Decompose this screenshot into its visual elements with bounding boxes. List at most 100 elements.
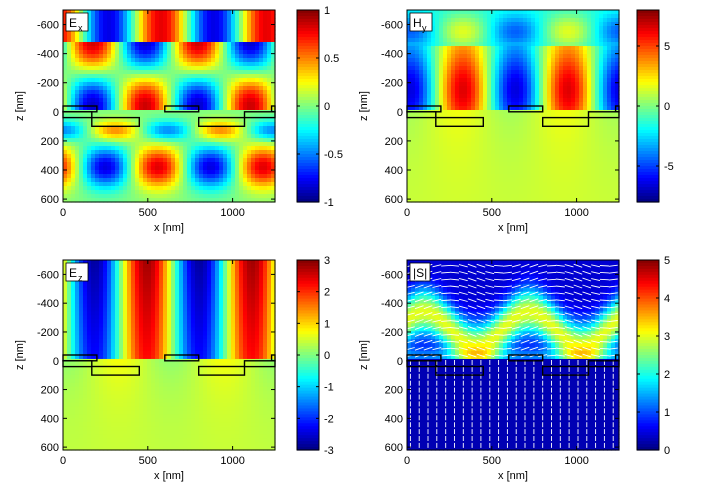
heatmap-cell [523, 26, 528, 31]
heatmap-cell [107, 78, 112, 83]
heatmap-cell [119, 94, 124, 99]
heatmap-cell [151, 186, 156, 191]
heatmap-cell [163, 166, 168, 171]
heatmap-cell [143, 186, 148, 191]
heatmap-cell [483, 70, 488, 75]
heatmap-cell [163, 78, 168, 83]
heatmap-cell [471, 174, 476, 179]
heatmap-cell [87, 190, 92, 195]
heatmap-cell [139, 74, 144, 79]
heatmap-cell [499, 166, 504, 171]
heatmap-cell [95, 198, 100, 203]
heatmap-cell [91, 114, 96, 119]
heatmap-cell [71, 70, 76, 75]
heatmap-cell [263, 150, 268, 155]
heatmap-cell [583, 110, 588, 115]
heatmap-cell [223, 162, 228, 167]
heatmap-cell [447, 26, 452, 31]
heatmap-cell [579, 146, 584, 151]
heatmap-cell [271, 18, 276, 23]
heatmap-cell [215, 126, 220, 131]
heatmap-cell [243, 78, 248, 83]
heatmap-cell [455, 50, 460, 55]
heatmap-cell [591, 58, 596, 63]
heatmap-cell [499, 110, 504, 115]
heatmap-cell [503, 110, 508, 115]
heatmap-cell [579, 186, 584, 191]
heatmap-cell [443, 62, 448, 67]
heatmap-cell [587, 150, 592, 155]
heatmap-cell [519, 166, 524, 171]
heatmap-cell [487, 110, 492, 115]
heatmap-cell [111, 114, 116, 119]
heatmap-cell [263, 118, 268, 123]
heatmap-cell [191, 118, 196, 123]
heatmap-cell [467, 26, 472, 31]
heatmap-cell [79, 102, 84, 107]
heatmap-cell [243, 46, 248, 51]
heatmap-cell [231, 134, 236, 139]
heatmap-cell [195, 194, 200, 199]
heatmap-cell [451, 26, 456, 31]
heatmap-cell [411, 130, 416, 135]
heatmap-cell [455, 58, 460, 63]
heatmap-cell [231, 78, 236, 83]
colorbar-tick-label: 0 [324, 101, 330, 113]
heatmap-cell [239, 22, 244, 27]
heatmap-cell [515, 86, 520, 91]
heatmap-cell [187, 78, 192, 83]
heatmap-cell [127, 142, 132, 147]
heatmap-cell [147, 170, 152, 175]
heatmap-cell [143, 170, 148, 175]
heatmap-cell [495, 170, 500, 175]
heatmap-cell [591, 134, 596, 139]
heatmap-cell [91, 90, 96, 95]
heatmap-cell [255, 190, 260, 195]
heatmap-cell [571, 110, 576, 115]
heatmap-cell [431, 158, 436, 163]
heatmap-cell [555, 182, 560, 187]
heatmap-cell [135, 50, 140, 55]
heatmap-cell [487, 186, 492, 191]
heatmap-cell [207, 138, 212, 143]
heatmap-cell [535, 66, 540, 71]
heatmap-cell [543, 198, 548, 203]
heatmap-cell [239, 118, 244, 123]
heatmap-cell [447, 74, 452, 79]
heatmap-cell [551, 82, 556, 87]
heatmap-cell [131, 82, 136, 87]
heatmap-cell [139, 134, 144, 139]
heatmap-cell [479, 162, 484, 167]
heatmap-cell [63, 10, 68, 15]
heatmap-cell [63, 14, 68, 19]
heatmap-cell [155, 114, 160, 119]
heatmap-cell [475, 50, 480, 55]
heatmap-cell [251, 70, 256, 75]
heatmap-cell [191, 94, 196, 99]
heatmap-cell [159, 26, 164, 31]
heatmap-cell [79, 42, 84, 47]
heatmap-cell [419, 150, 424, 155]
heatmap-cell [415, 50, 420, 55]
heatmap-cell [207, 94, 212, 99]
heatmap-cell [227, 182, 232, 187]
heatmap-cell [527, 62, 532, 67]
heatmap-cell [563, 106, 568, 111]
heatmap-cell [115, 34, 120, 39]
heatmap-cell [75, 54, 80, 59]
heatmap-cell [247, 94, 252, 99]
heatmap-cell [123, 14, 128, 19]
heatmap-cell [259, 90, 264, 95]
heatmap-cell [447, 34, 452, 39]
heatmap-cell [591, 46, 596, 51]
heatmap-cell [191, 66, 196, 71]
heatmap-cell [99, 130, 104, 135]
heatmap-cell [195, 50, 200, 55]
heatmap-cell [423, 154, 428, 159]
heatmap-cell [207, 182, 212, 187]
heatmap-cell [191, 166, 196, 171]
heatmap-cell [579, 118, 584, 123]
heatmap-cell [175, 22, 180, 27]
heatmap-cell [95, 86, 100, 91]
heatmap-cell [455, 138, 460, 143]
